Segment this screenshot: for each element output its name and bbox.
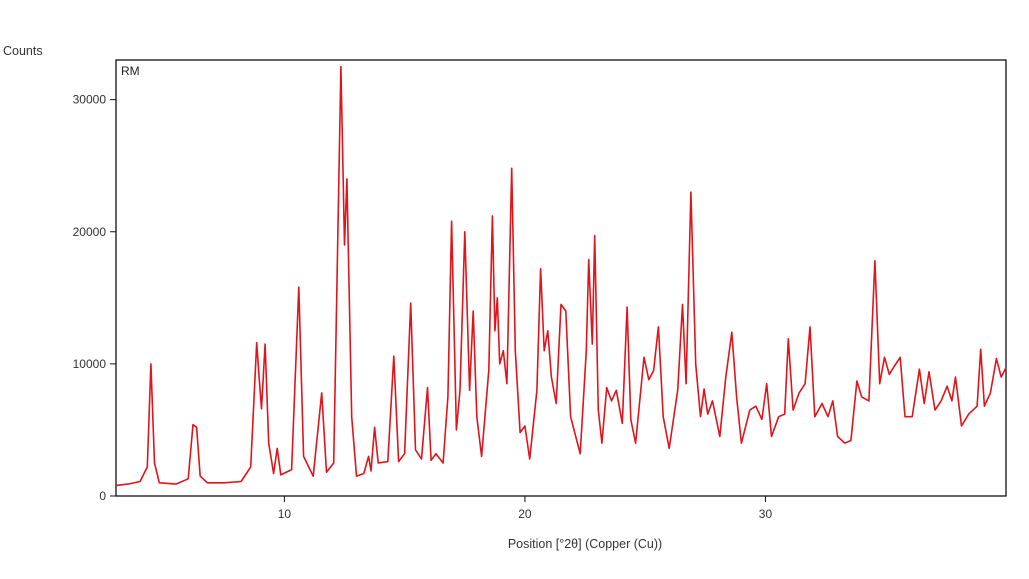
y-tick-label: 20000 — [73, 225, 107, 239]
series-line — [115, 65, 1007, 487]
y-tick-label: 10000 — [73, 357, 107, 371]
y-axis-title: Counts — [3, 44, 43, 58]
x-tick-label: 20 — [518, 507, 532, 521]
plot-tag: RM — [121, 64, 140, 78]
x-axis-title: Position [°2θ] (Copper (Cu)) — [508, 537, 662, 551]
x-axis: 10 20 30 — [278, 496, 773, 521]
plot-frame — [115, 59, 1007, 497]
y-tick-label: 30000 — [73, 93, 107, 107]
y-axis: 0 10000 20000 30000 — [73, 93, 116, 503]
x-tick-label: 10 — [278, 507, 292, 521]
y-tick-label: 0 — [99, 489, 106, 503]
x-tick-label: 30 — [759, 507, 773, 521]
